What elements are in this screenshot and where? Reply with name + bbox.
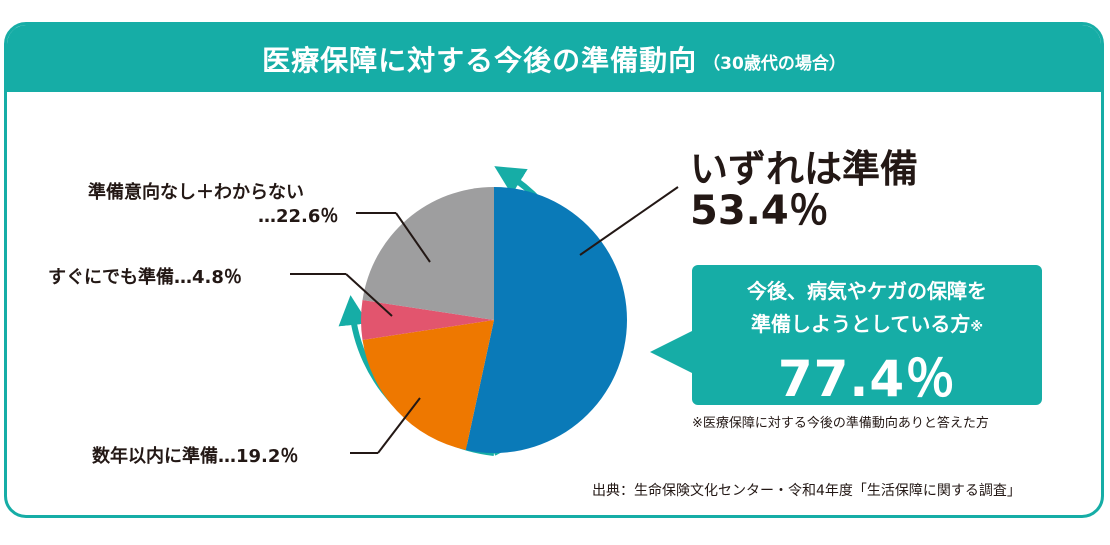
- within-years-leader-diag: [377, 397, 421, 454]
- callout-box: 今後、病気やケガの保障を 準備しようとしている方※ 77.4％: [692, 265, 1042, 408]
- someday-label: いずれは準備 53.4％: [690, 147, 919, 234]
- no-intention-label-line2: …22.6％: [258, 206, 339, 227]
- pie-slice-2: [362, 320, 494, 450]
- soon-leader-diag: [345, 273, 393, 317]
- callout-value: 77.4％: [777, 350, 957, 408]
- pie-slice-1: [465, 187, 627, 454]
- callout-mark: ※: [970, 320, 984, 335]
- within-years-label: 数年以内に準備…19.2％: [92, 446, 299, 467]
- someday-value: 53.4％: [690, 187, 829, 234]
- footnote: ※医療保障に対する今後の準備動向ありと答えた方: [692, 416, 989, 431]
- callout-line1: 今後、病気やケガの保障を: [747, 279, 987, 303]
- no-intention-label-line1: 準備意向なし＋わからない: [88, 182, 304, 203]
- callout-line2: 準備しようとしている方※: [692, 308, 1042, 337]
- header-bar: 医療保障に対する今後の準備動向 （30歳代の場合）: [7, 25, 1101, 92]
- pie-slice-4: [362, 187, 494, 320]
- callout-pointer: [650, 330, 694, 374]
- pie-slice-3: [360, 300, 494, 340]
- someday-title: いずれは準備: [690, 147, 919, 191]
- callout-line2-text: 準備しようとしている方: [750, 312, 971, 336]
- no-intention-leader-diag: [395, 212, 431, 263]
- source-note: 出典：生命保険文化センター・令和4年度「生活保障に関する調査」: [592, 483, 1021, 499]
- someday-leader: [579, 186, 679, 256]
- chart-title: 医療保障に対する今後の準備動向: [262, 43, 698, 77]
- soon-label: すぐにでも準備…4.8％: [48, 267, 242, 288]
- chart-subtitle: （30歳代の場合）: [703, 54, 846, 74]
